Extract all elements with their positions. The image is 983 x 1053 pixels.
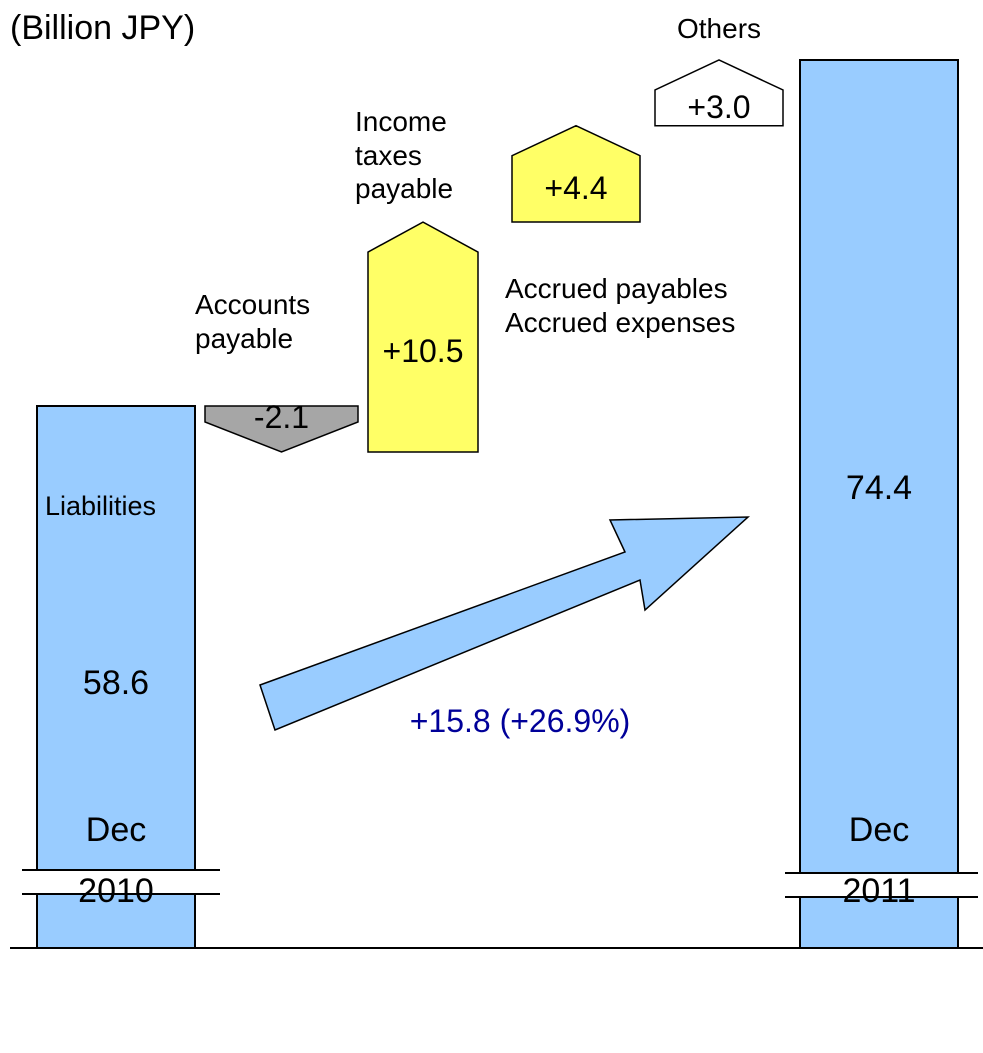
total-value: 74.4 — [845, 469, 913, 507]
category-label: Dec 2010 — [78, 811, 154, 911]
change-shape — [367, 221, 479, 453]
total-bar — [36, 405, 196, 949]
change-name: Accrued payables Accrued expenses — [505, 273, 736, 338]
change-shape — [204, 405, 359, 453]
change-value: -2.1 — [253, 398, 310, 435]
change-value: +3.0 — [687, 88, 751, 125]
change-shape — [511, 124, 641, 223]
change-value: +4.4 — [544, 169, 608, 206]
category-label: Dec 2011 — [842, 811, 916, 911]
change-name: Others — [676, 13, 762, 44]
growth-arrow — [259, 516, 750, 731]
axis-break-gap — [22, 870, 220, 894]
change-name: Accounts payable — [195, 289, 311, 354]
total-value: 58.6 — [82, 664, 150, 702]
change-shape — [654, 59, 784, 127]
annotation: +15.8 (+26.9%) — [409, 703, 631, 739]
axis-break-gap — [785, 873, 978, 897]
change-value: +10.5 — [382, 333, 464, 370]
change-name: Income taxes payable — [355, 106, 454, 205]
bar-label: Liabilities — [45, 491, 157, 521]
unit-label: (Billion JPY) — [10, 9, 196, 47]
